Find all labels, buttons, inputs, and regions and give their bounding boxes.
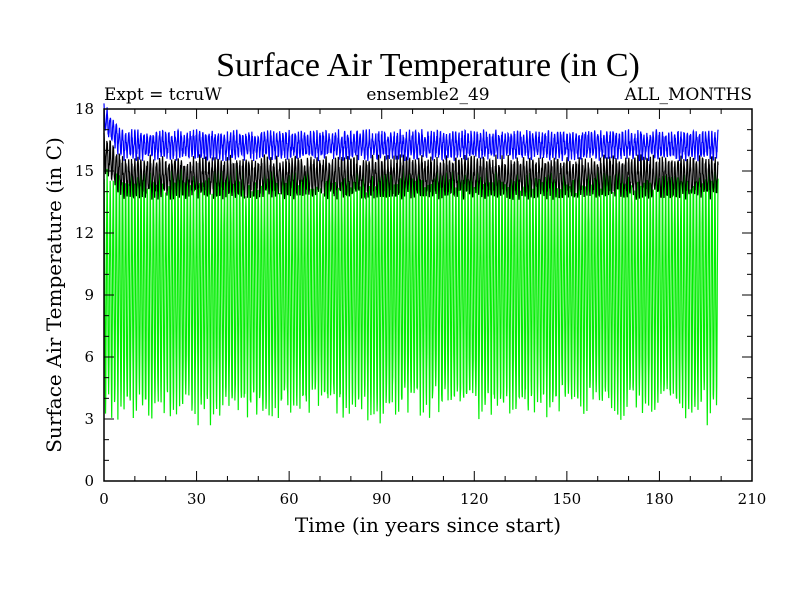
x-tick-label: 180	[645, 490, 674, 508]
subtitle-center: ensemble2_49	[366, 85, 489, 105]
y-tick-label: 6	[84, 348, 94, 366]
chart-title: Surface Air Temperature (in C)	[216, 47, 640, 84]
series-line-max	[103, 103, 719, 162]
subtitle-right: ALL_MONTHS	[624, 85, 752, 105]
y-axis-label: Surface Air Temperature (in C)	[42, 137, 66, 453]
x-tick-label: 60	[280, 490, 299, 508]
series-line-min	[103, 166, 719, 426]
y-tick-label: 3	[84, 410, 94, 428]
y-tick-label: 18	[75, 100, 94, 118]
x-tick-label: 30	[187, 490, 206, 508]
x-tick-label: 120	[460, 490, 489, 508]
series-line-mean	[103, 133, 719, 200]
x-tick-label: 0	[99, 490, 109, 508]
x-tick-label: 150	[553, 490, 582, 508]
x-tick-label: 90	[372, 490, 391, 508]
x-axis: 0 30 60 90 120 150 180 210	[99, 109, 766, 508]
x-tick-label: 210	[738, 490, 767, 508]
y-tick-label: 12	[75, 224, 94, 242]
x-axis-label: Time (in years since start)	[295, 513, 561, 537]
y-axis: 0 3 6 9 12 15 18	[75, 100, 752, 490]
y-tick-label: 15	[75, 162, 94, 180]
series-layer	[103, 103, 719, 426]
y-tick-label: 9	[84, 286, 94, 304]
subtitle-left: Expt = tcruW	[104, 85, 222, 105]
y-tick-label: 0	[84, 472, 94, 490]
